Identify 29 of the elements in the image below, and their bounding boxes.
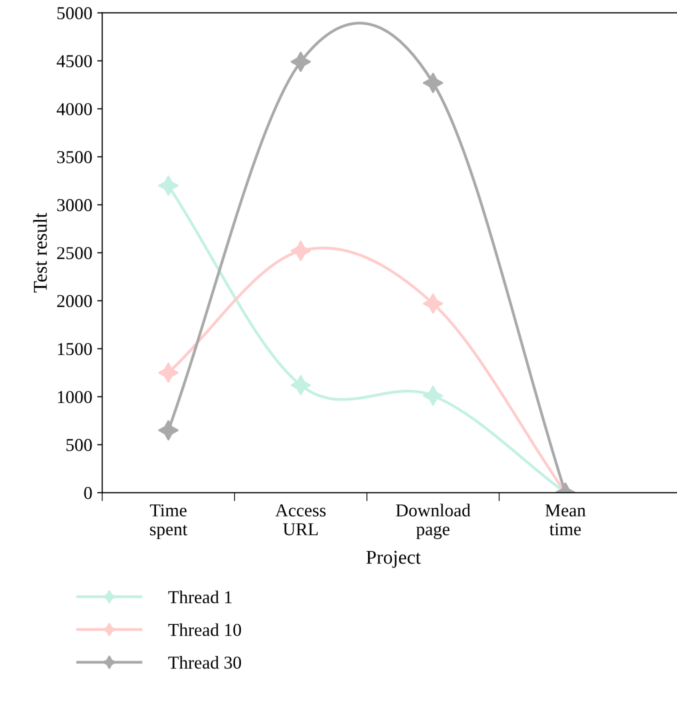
x-tick-label: Mean time <box>545 504 586 536</box>
y-tick-label: 1500 <box>58 342 92 356</box>
x-tick-label: Download page <box>396 504 470 540</box>
y-tick-label: 5000 <box>57 7 92 20</box>
y-axis-title: Test result <box>33 212 47 292</box>
point <box>290 374 312 396</box>
point <box>158 362 179 384</box>
legend-label: Thread 1 <box>168 590 232 604</box>
point <box>290 240 312 262</box>
y-tick-label: 4000 <box>56 103 92 116</box>
x-tick-label: Time spent <box>150 504 188 540</box>
legend-label: Thread 10 <box>168 623 242 636</box>
y-tick-label: 500 <box>66 438 92 452</box>
y-tick-label: 2500 <box>57 247 92 260</box>
x-axis-title: Project <box>366 550 421 568</box>
legend-label: Thread 30 <box>168 656 242 669</box>
x-tick-label: Access URL <box>275 504 326 536</box>
point <box>422 293 444 314</box>
point <box>422 72 444 94</box>
point <box>422 385 444 406</box>
y-tick-label: 1000 <box>58 390 92 404</box>
point <box>290 51 312 72</box>
y-tick-label: 4500 <box>56 55 92 68</box>
point <box>158 420 179 441</box>
point <box>158 175 179 196</box>
y-tick-label: 0 <box>84 486 92 500</box>
y-tick-label: 3000 <box>57 199 92 212</box>
y-tick-label: 2000 <box>57 294 92 308</box>
y-tick-label: 3500 <box>57 151 92 164</box>
